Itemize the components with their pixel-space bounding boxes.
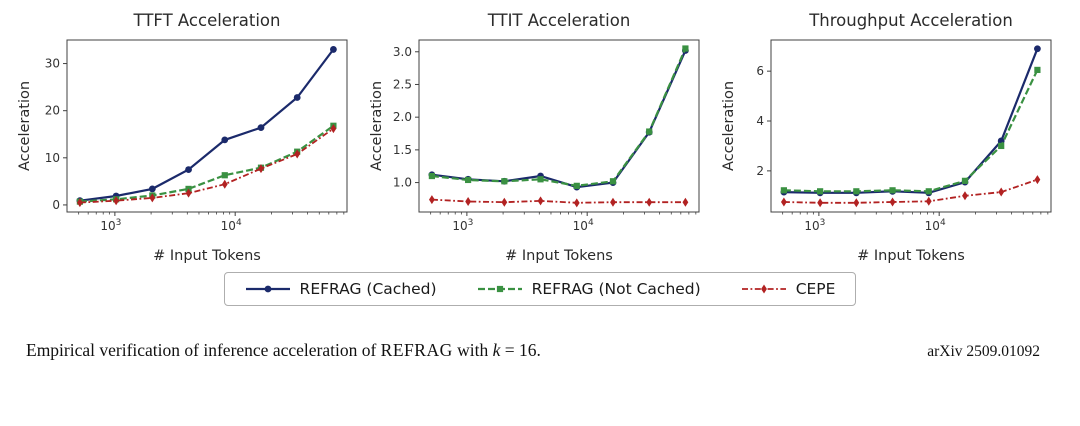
throughput-chart-canvas: Throughput Acceleration Acceleration # Inp… [721, 11, 1052, 264]
series-line [783, 178, 1038, 204]
arxiv-id: arXiv 2509.01092 [927, 343, 1040, 360]
series-line [783, 69, 1039, 193]
x-tick-label: 103 [804, 218, 825, 233]
y-tick-label: 2 [756, 164, 764, 178]
ttft-chart-canvas: TTFT Acceleration Acceleration # Input Tok… [17, 11, 348, 264]
plot-spines [66, 39, 348, 213]
legend-item: REFRAG (Cached) [245, 280, 437, 298]
x-axis-label: # Input Tokens [505, 248, 613, 264]
charts-row: TTFT Acceleration Acceleration # Input Tok… [10, 6, 1070, 268]
legend: REFRAG (Cached) REFRAG (Not Cached) CEPE [223, 272, 857, 306]
figure-caption: Empirical verification of inference acce… [26, 340, 541, 361]
legend-square-sample-icon [477, 285, 522, 293]
series-line [783, 48, 1039, 194]
series-line [431, 48, 687, 187]
x-tick-label: 104 [925, 218, 946, 233]
y-tick-label: 20 [45, 104, 60, 118]
ttit-chart: TTIT Acceleration Acceleration # Input Tok… [367, 6, 713, 268]
series-line [431, 198, 686, 204]
ttit-chart-canvas: TTIT Acceleration Acceleration # Input Tok… [369, 11, 700, 264]
chart-title: TTFT Acceleration [133, 11, 281, 30]
legend-label: CEPE [795, 280, 836, 298]
y-tick-label: 30 [45, 57, 60, 71]
y-tick-label: 2.0 [393, 110, 412, 124]
y-axis-label: Acceleration [721, 81, 737, 171]
y-tick-label: 10 [45, 151, 60, 165]
caption-row: Empirical verification of inference acce… [10, 340, 1070, 361]
x-tick-label: 103 [452, 218, 473, 233]
legend-row: REFRAG (Cached) REFRAG (Not Cached) CEPE [10, 272, 1070, 306]
caption-text-prefix: Empirical verification of inference acce… [26, 340, 381, 360]
caption-refrag: REFRAG [380, 340, 453, 360]
y-tick-label: 3.0 [393, 45, 412, 59]
x-tick-label: 103 [100, 218, 121, 233]
throughput-chart: Throughput Acceleration Acceleration # Inp… [719, 6, 1065, 268]
series-line [431, 50, 687, 189]
x-axis-label: # Input Tokens [153, 248, 261, 264]
y-tick-label: 0 [52, 198, 60, 212]
legend-item: CEPE [741, 280, 836, 298]
plot-spines [418, 39, 700, 213]
plot-spines [770, 39, 1052, 213]
y-axis-label: Acceleration [369, 81, 385, 171]
chart-title: TTIT Acceleration [487, 11, 631, 30]
legend-label: REFRAG (Not Cached) [531, 280, 701, 298]
legend-circle-sample-icon [245, 285, 290, 293]
y-tick-label: 6 [756, 64, 764, 78]
x-tick-label: 104 [221, 218, 242, 233]
ttft-chart: TTFT Acceleration Acceleration # Input Tok… [15, 6, 361, 268]
y-tick-label: 1.5 [393, 143, 412, 157]
legend-label: REFRAG (Cached) [299, 280, 437, 298]
series-line [79, 124, 335, 203]
caption-text-suffix: = 16. [500, 340, 541, 360]
series-line [79, 48, 335, 202]
series-line [79, 127, 334, 204]
y-tick-label: 2.5 [393, 77, 412, 91]
caption-text-mid: with [452, 340, 493, 360]
chart-title: Throughput Acceleration [808, 11, 1013, 30]
y-tick-label: 4 [756, 114, 764, 128]
legend-diamond-sample-icon [741, 284, 786, 294]
x-tick-label: 104 [573, 218, 594, 233]
y-axis-label: Acceleration [17, 81, 33, 171]
legend-item: REFRAG (Not Cached) [477, 280, 701, 298]
x-axis-label: # Input Tokens [857, 248, 965, 264]
y-tick-label: 1.0 [393, 176, 412, 190]
caption-k-variable: k [492, 340, 501, 360]
